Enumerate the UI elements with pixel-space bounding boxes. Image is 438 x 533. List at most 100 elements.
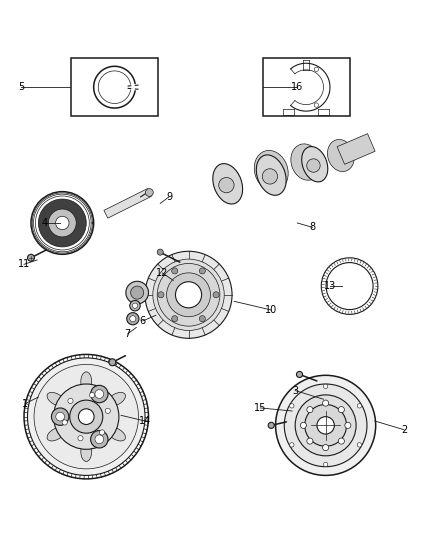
Circle shape <box>145 189 153 197</box>
Text: 2: 2 <box>401 425 407 435</box>
Circle shape <box>70 400 103 433</box>
Circle shape <box>276 375 376 475</box>
Text: 6: 6 <box>140 316 146 326</box>
Text: 11: 11 <box>18 260 30 269</box>
Ellipse shape <box>254 150 288 191</box>
Circle shape <box>199 316 205 322</box>
Circle shape <box>290 403 294 408</box>
Circle shape <box>317 417 334 434</box>
Circle shape <box>322 445 328 450</box>
Circle shape <box>321 258 378 314</box>
Circle shape <box>199 268 205 274</box>
Ellipse shape <box>47 392 65 406</box>
Circle shape <box>172 268 178 274</box>
Circle shape <box>284 384 367 467</box>
Text: 5: 5 <box>18 82 24 92</box>
Circle shape <box>89 392 95 398</box>
Circle shape <box>68 398 73 403</box>
Circle shape <box>28 254 35 261</box>
Circle shape <box>145 251 232 338</box>
Circle shape <box>166 273 211 317</box>
Circle shape <box>357 403 362 408</box>
Circle shape <box>91 385 108 403</box>
Circle shape <box>34 365 138 469</box>
Ellipse shape <box>108 427 125 441</box>
Circle shape <box>56 413 64 421</box>
Circle shape <box>158 292 164 298</box>
Circle shape <box>307 159 320 172</box>
Circle shape <box>109 359 116 366</box>
Circle shape <box>24 354 148 479</box>
Circle shape <box>127 313 139 325</box>
Circle shape <box>56 216 69 230</box>
Circle shape <box>153 259 224 330</box>
Circle shape <box>338 407 344 413</box>
Ellipse shape <box>302 147 328 182</box>
Circle shape <box>307 438 313 444</box>
Circle shape <box>157 249 163 255</box>
Bar <box>71 58 158 116</box>
Circle shape <box>338 438 344 444</box>
Circle shape <box>322 400 328 406</box>
Text: 13: 13 <box>324 281 336 291</box>
Circle shape <box>176 282 201 308</box>
Text: 7: 7 <box>124 329 131 339</box>
Circle shape <box>326 263 373 310</box>
Circle shape <box>91 431 108 448</box>
Circle shape <box>105 408 110 414</box>
Circle shape <box>297 372 303 377</box>
Polygon shape <box>104 189 151 218</box>
Circle shape <box>305 405 346 446</box>
Text: 4: 4 <box>42 218 48 228</box>
Circle shape <box>219 177 234 193</box>
Polygon shape <box>337 134 375 164</box>
Circle shape <box>268 422 274 429</box>
Circle shape <box>50 211 74 235</box>
Circle shape <box>51 408 69 425</box>
Ellipse shape <box>328 140 354 172</box>
Circle shape <box>323 462 328 466</box>
Circle shape <box>130 301 140 311</box>
Text: 1: 1 <box>22 399 28 409</box>
Text: 12: 12 <box>156 268 169 278</box>
Ellipse shape <box>81 442 92 462</box>
Circle shape <box>314 67 318 71</box>
Ellipse shape <box>108 392 125 406</box>
Circle shape <box>157 263 220 326</box>
Circle shape <box>290 443 294 447</box>
Circle shape <box>53 384 119 449</box>
Circle shape <box>307 407 313 413</box>
Circle shape <box>131 286 144 299</box>
Ellipse shape <box>291 144 321 180</box>
Circle shape <box>295 395 356 456</box>
Bar <box>262 58 350 116</box>
Text: 10: 10 <box>265 305 277 315</box>
Circle shape <box>28 358 145 475</box>
Circle shape <box>62 420 67 425</box>
Circle shape <box>78 435 83 441</box>
Circle shape <box>172 316 178 322</box>
Circle shape <box>262 169 278 184</box>
Ellipse shape <box>256 155 286 195</box>
Text: 15: 15 <box>254 403 267 413</box>
Circle shape <box>99 430 105 435</box>
Circle shape <box>314 103 318 107</box>
Circle shape <box>126 281 148 304</box>
Ellipse shape <box>47 427 65 441</box>
Circle shape <box>95 390 104 398</box>
Circle shape <box>78 409 94 424</box>
Ellipse shape <box>213 164 243 204</box>
Circle shape <box>130 316 136 322</box>
Circle shape <box>213 292 219 298</box>
Text: 14: 14 <box>139 416 151 426</box>
Circle shape <box>39 199 86 247</box>
Circle shape <box>323 384 328 389</box>
Text: 9: 9 <box>166 192 172 202</box>
Text: 8: 8 <box>310 222 316 232</box>
Circle shape <box>357 443 362 447</box>
Circle shape <box>95 435 104 443</box>
Circle shape <box>48 209 76 237</box>
Text: 3: 3 <box>292 385 298 395</box>
Circle shape <box>345 422 351 429</box>
Ellipse shape <box>81 372 92 391</box>
